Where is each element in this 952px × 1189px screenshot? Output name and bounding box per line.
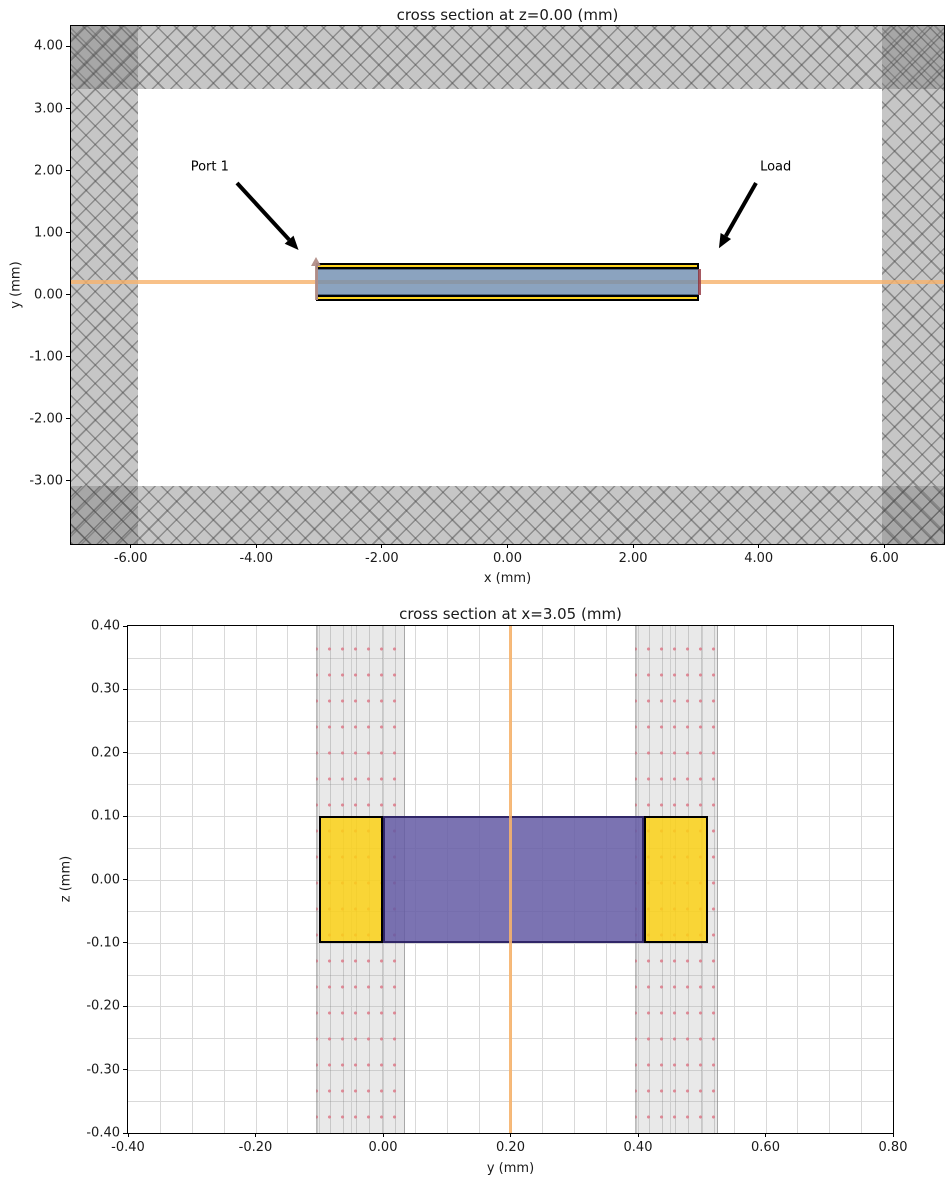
y-tick-mark: [66, 480, 70, 482]
x-tick-mark: [382, 1133, 384, 1137]
port1-annotation-arrow-icon: [235, 181, 304, 254]
x-tick-mark: [892, 1133, 894, 1137]
substrate-region: [315, 269, 700, 295]
bottom-plot-title: cross section at x=3.05 (mm): [399, 605, 622, 623]
port-mode-arrow-icon-shaft: [314, 265, 318, 300]
load-annotation-arrow-icon: [713, 181, 758, 252]
x-tick-mark: [381, 544, 383, 548]
x-tick-label: 0.80: [878, 1140, 908, 1155]
y-tick-mark: [123, 1005, 127, 1007]
top-plot-axes: Port 1 Load -6.00 -4.00 -2.00 0.00 2.00 4.00 6.0…: [29, 25, 945, 566]
load-annotation-arrow-icon-shaft: [723, 181, 758, 237]
x-tick-mark: [637, 1133, 639, 1137]
y-tick-label: 4.00: [34, 38, 63, 54]
y-tick-label: 0.30: [91, 681, 120, 697]
bottom-plot-ylabel: z (mm): [58, 855, 74, 903]
y-tick-mark: [66, 45, 70, 47]
y-tick-mark: [66, 418, 70, 420]
pml-region-top: [71, 26, 944, 89]
y-tick-label: -0.40: [86, 1125, 120, 1141]
y-tick-mark: [123, 942, 127, 944]
y-tick-label: 0.40: [91, 618, 120, 634]
x-tick-label: -6.00: [113, 551, 148, 566]
y-tick-label: -0.10: [86, 935, 120, 951]
left-conductor-cross-section: [319, 816, 383, 943]
load-annotation-arrow-icon-head: [713, 233, 732, 252]
x-tick-label: 0.00: [368, 1140, 398, 1155]
y-tick-label: -0.30: [86, 1062, 120, 1078]
y-tick-label: 0.00: [34, 287, 63, 303]
substrate-cross-section: [383, 816, 645, 943]
x-tick-label: 4.00: [744, 551, 774, 566]
load-annotation-label: Load: [760, 159, 792, 175]
y-tick-label: -0.20: [86, 998, 120, 1014]
port1-annotation-arrow-icon-shaft: [235, 181, 291, 241]
top-plot-title: cross section at z=0.00 (mm): [396, 6, 619, 24]
x-tick-mark: [758, 544, 760, 548]
y-tick-label: 2.00: [34, 163, 63, 179]
x-tick-mark: [765, 1133, 766, 1137]
pml-region-bottom: [71, 485, 944, 544]
y-tick-mark: [123, 752, 127, 754]
x-tick-label: -4.00: [239, 551, 274, 566]
y-tick-label: -2.00: [29, 411, 63, 427]
x-tick-mark: [255, 1133, 256, 1137]
y-tick-mark: [123, 879, 127, 880]
port-mode-arrow-icon-head: [310, 256, 321, 266]
pml-region-right: [882, 26, 944, 544]
pml-region-left: [71, 26, 138, 544]
x-tick-mark: [883, 544, 885, 548]
right-conductor-cross-section: [644, 816, 709, 943]
x-tick-label: 6.00: [869, 551, 899, 566]
y-tick-label: 3.00: [34, 101, 63, 116]
y-tick-label: 0.10: [91, 808, 120, 824]
x-tick-label: 0.40: [623, 1140, 653, 1155]
y-tick-mark: [66, 356, 70, 358]
y-tick-mark: [66, 170, 70, 172]
y-tick-mark: [123, 625, 127, 627]
y-tick-mark: [123, 1069, 127, 1071]
y-tick-mark: [123, 688, 127, 690]
x-tick-mark: [255, 544, 257, 548]
x-tick-label: 0.00: [493, 551, 522, 566]
bottom-plot-xlabel: y (mm): [486, 1161, 535, 1176]
x-tick-mark: [632, 544, 634, 548]
x-tick-label: -2.00: [365, 551, 399, 566]
y-tick-label: 1.00: [34, 225, 63, 241]
x-tick-mark: [510, 1133, 511, 1137]
y-tick-mark: [66, 232, 70, 234]
bottom-conductor: [315, 294, 700, 301]
bottom-plot-axes: -0.40 -0.20 0.00 0.20 0.40 0.60 0.80 0.40 0.30 0.…: [86, 619, 907, 1156]
top-plot-ylabel: y (mm): [8, 261, 24, 309]
x-tick-label: -0.40: [111, 1140, 145, 1155]
x-tick-mark: [507, 544, 508, 548]
y-tick-label: 0.00: [91, 872, 120, 887]
x-tick-label: 0.20: [496, 1140, 525, 1155]
x-tick-mark: [127, 1133, 129, 1137]
port1-annotation-label: Port 1: [190, 159, 229, 175]
x-tick-mark: [130, 544, 132, 548]
y-tick-mark: [123, 1132, 127, 1134]
y-tick-label: -1.00: [29, 349, 63, 365]
x-tick-label: -0.20: [238, 1140, 273, 1155]
y-tick-mark: [66, 294, 70, 296]
y-tick-mark: [66, 108, 70, 109]
y-tick-label: -3.00: [29, 473, 63, 489]
load-element-line: [697, 269, 701, 295]
top-conductor: [315, 262, 700, 270]
x-tick-label: 0.60: [751, 1140, 780, 1155]
monitor-line-vertical: [509, 626, 512, 1133]
y-tick-mark: [123, 815, 127, 817]
top-plot-xlabel: x (mm): [483, 571, 532, 586]
y-tick-label: 0.20: [91, 745, 120, 761]
x-tick-label: 2.00: [618, 551, 648, 566]
